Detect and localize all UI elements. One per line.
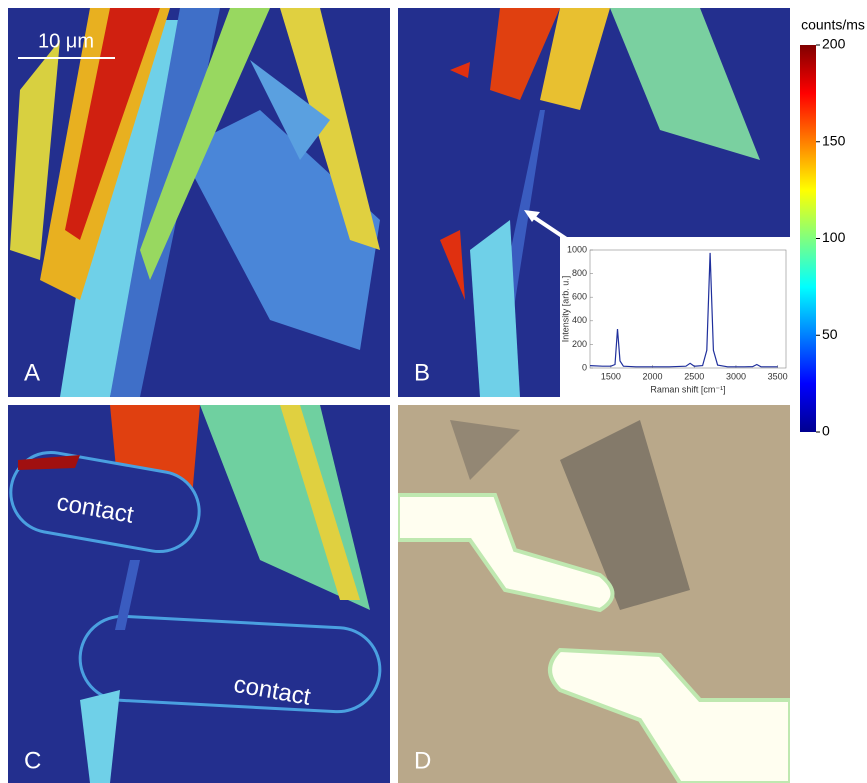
x-tick-label: 3500: [768, 371, 788, 381]
figure: 10 μm A B C D contact contact Raman shif…: [0, 0, 867, 783]
panel-label: D: [414, 747, 431, 774]
inset-background: [560, 237, 790, 397]
x-tick-label: 2500: [684, 371, 704, 381]
panel-label: B: [414, 359, 430, 386]
map-c: [4, 405, 390, 783]
map-a: [8, 8, 390, 397]
colorbar-label: counts/ms: [801, 17, 865, 33]
y-tick-label: 800: [572, 268, 587, 278]
optical-image-d: [398, 405, 790, 783]
colorbar-tick-label: 0: [822, 423, 830, 439]
x-axis-label: Raman shift [cm⁻¹]: [650, 384, 725, 394]
page: {"panels": [{"label": "A"}, {"label": "B…: [0, 0, 867, 783]
colorbar-tick-label: 50: [822, 326, 838, 342]
x-tick-label: 2000: [643, 371, 663, 381]
y-tick-label: 200: [572, 339, 587, 349]
y-tick-label: 400: [572, 315, 587, 325]
y-axis-label: Intensity [arb. u.]: [560, 276, 570, 343]
colorbar-tick-label: 100: [822, 229, 846, 245]
panel-label: C: [24, 747, 41, 774]
scale-bar-label: 10 μm: [38, 30, 94, 52]
panel-label: A: [24, 359, 40, 386]
colorbar: [800, 45, 816, 432]
x-tick-label: 1500: [601, 371, 621, 381]
y-tick-label: 0: [582, 362, 587, 372]
colorbar-tick-label: 150: [822, 132, 846, 148]
y-tick-label: 600: [572, 292, 587, 302]
y-tick-label: 1000: [567, 244, 587, 254]
colorbar-tick-label: 200: [822, 36, 846, 52]
x-tick-label: 3000: [726, 371, 746, 381]
